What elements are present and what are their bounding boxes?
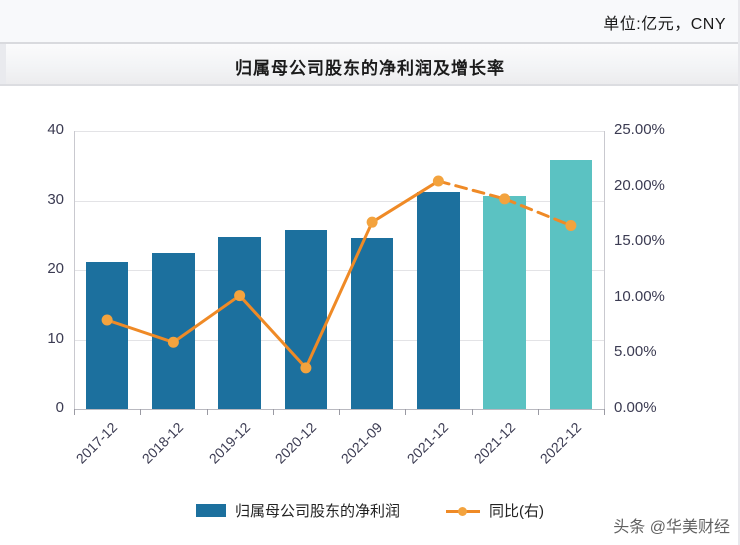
line-point-2018-12[interactable]: 2018-12: 6% (167, 336, 179, 348)
x-axis-tick (537, 409, 539, 415)
y-axis-right-line (604, 131, 605, 409)
x-axis-tick-label: 2017-12 (72, 419, 121, 467)
gridline (74, 131, 604, 132)
bar-2021-12[interactable] (417, 192, 460, 409)
y-axis-left-tick-label: 40 (47, 121, 64, 138)
x-axis-tick (140, 409, 142, 415)
legend-item-growth[interactable]: 同比(右) (446, 500, 544, 521)
x-axis-tick-label: 2019-12 (205, 419, 253, 467)
bar-2022-12-forecast[interactable] (549, 160, 593, 409)
line-point-2021-09[interactable]: 2021-09: 16.8% (366, 216, 378, 228)
title-accent-bar (0, 44, 6, 84)
line-segment (436, 179, 507, 201)
x-axis-tick (405, 409, 407, 415)
line-segment (105, 318, 175, 344)
y-axis-right-tick-label: 0.00% (614, 399, 657, 416)
y-axis-left-tick-label: 10 (47, 329, 64, 347)
bar-2019-12[interactable] (218, 237, 261, 409)
growth-line-series: 2017-12: 8% 2018-12: 6% 2019-12: 10.2% 2020… (101, 175, 577, 374)
watermark: 头条 @华美财经 (613, 519, 730, 536)
y-axis-right-tick-label: 10.00% (614, 287, 665, 305)
x-axis-tick-label: 2021-12 (404, 419, 452, 467)
x-axis-tick-label: 2021-12 (470, 419, 518, 467)
y-axis-left-tick-label: 0 (55, 399, 64, 416)
line-point-2019-12[interactable]: 2019-12: 10.2% (234, 290, 246, 302)
x-axis-tick-label: 2022-12 (536, 419, 585, 467)
line-segment (171, 294, 242, 344)
x-axis-tick-label: 2021-09 (337, 419, 386, 467)
line-point-2021-12[interactable]: 2021-12: 18.9% (499, 193, 511, 205)
chart-legend: 归属母公司股东的净利润 同比(右) (0, 490, 740, 530)
plot-canvas: 0 10 20 30 40 0.00% 5.00% 10.00% 15.00% 20.00% 25.… (47, 121, 665, 467)
gridline (74, 200, 604, 202)
unit-note: 单位:亿元，CNY (603, 16, 726, 33)
y-axis-left-tick-label: 30 (47, 190, 64, 208)
page-title: 归属母公司股东的净利润及增长率 (235, 58, 505, 78)
x-axis-tick (74, 409, 75, 415)
line-segment (370, 179, 440, 224)
x-axis-tick (339, 409, 340, 415)
gridline (74, 339, 604, 341)
x-axis-tick (206, 409, 208, 415)
x-axis-tick-label: 2018-12 (139, 419, 187, 467)
line-point-2021-12[interactable]: 2021-12: 20.5% (432, 175, 444, 187)
legend-item-profit[interactable]: 归属母公司股东的净利润 (195, 500, 400, 521)
legend-line-swatch (446, 504, 480, 517)
chart-area: 0 10 20 30 40 0.00% 5.00% 10.00% 15.00% 20.00% 25.… (0, 86, 740, 545)
line-point-2022-12[interactable]: 2022-12: 16.5% (565, 220, 577, 232)
line-segment (503, 197, 573, 228)
gridline (74, 270, 604, 271)
y-axis-right-tick-label: 20.00% (614, 176, 665, 194)
unit-strip: 单位:亿元，CNY (0, 0, 740, 42)
bar-2017-12[interactable] (85, 262, 129, 409)
line-segment (304, 220, 374, 370)
legend-bar-swatch (195, 503, 226, 517)
y-axis-right-tick-label: 15.00% (614, 232, 665, 250)
right-edge-rule (738, 0, 740, 545)
legend-label-growth: 同比(右) (489, 502, 544, 520)
legend-label-profit: 归属母公司股东的净利润 (234, 502, 400, 520)
x-axis-tick (471, 409, 473, 415)
x-axis-tick (272, 409, 274, 415)
bar-2021-12-forecast[interactable] (483, 195, 526, 409)
bar-2021-09[interactable] (350, 238, 394, 409)
line-point-2020-12[interactable]: 2020-12: 3.7% (300, 362, 312, 374)
y-axis-left-tick-label: 20 (47, 260, 64, 277)
y-axis-right-tick-label: 5.00% (614, 343, 657, 361)
bar-2020-12[interactable] (284, 230, 328, 409)
line-point-2017-12[interactable]: 2017-12: 8% (101, 314, 113, 326)
y-axis-left-line (74, 131, 75, 409)
x-axis-tick-label: 2020-12 (271, 419, 320, 467)
line-segment (238, 294, 308, 370)
chart-title-band: 归属母公司股东的净利润及增长率 (0, 42, 740, 86)
y-axis-right-tick-label: 25.00% (614, 121, 665, 138)
x-axis-tick (604, 409, 605, 415)
